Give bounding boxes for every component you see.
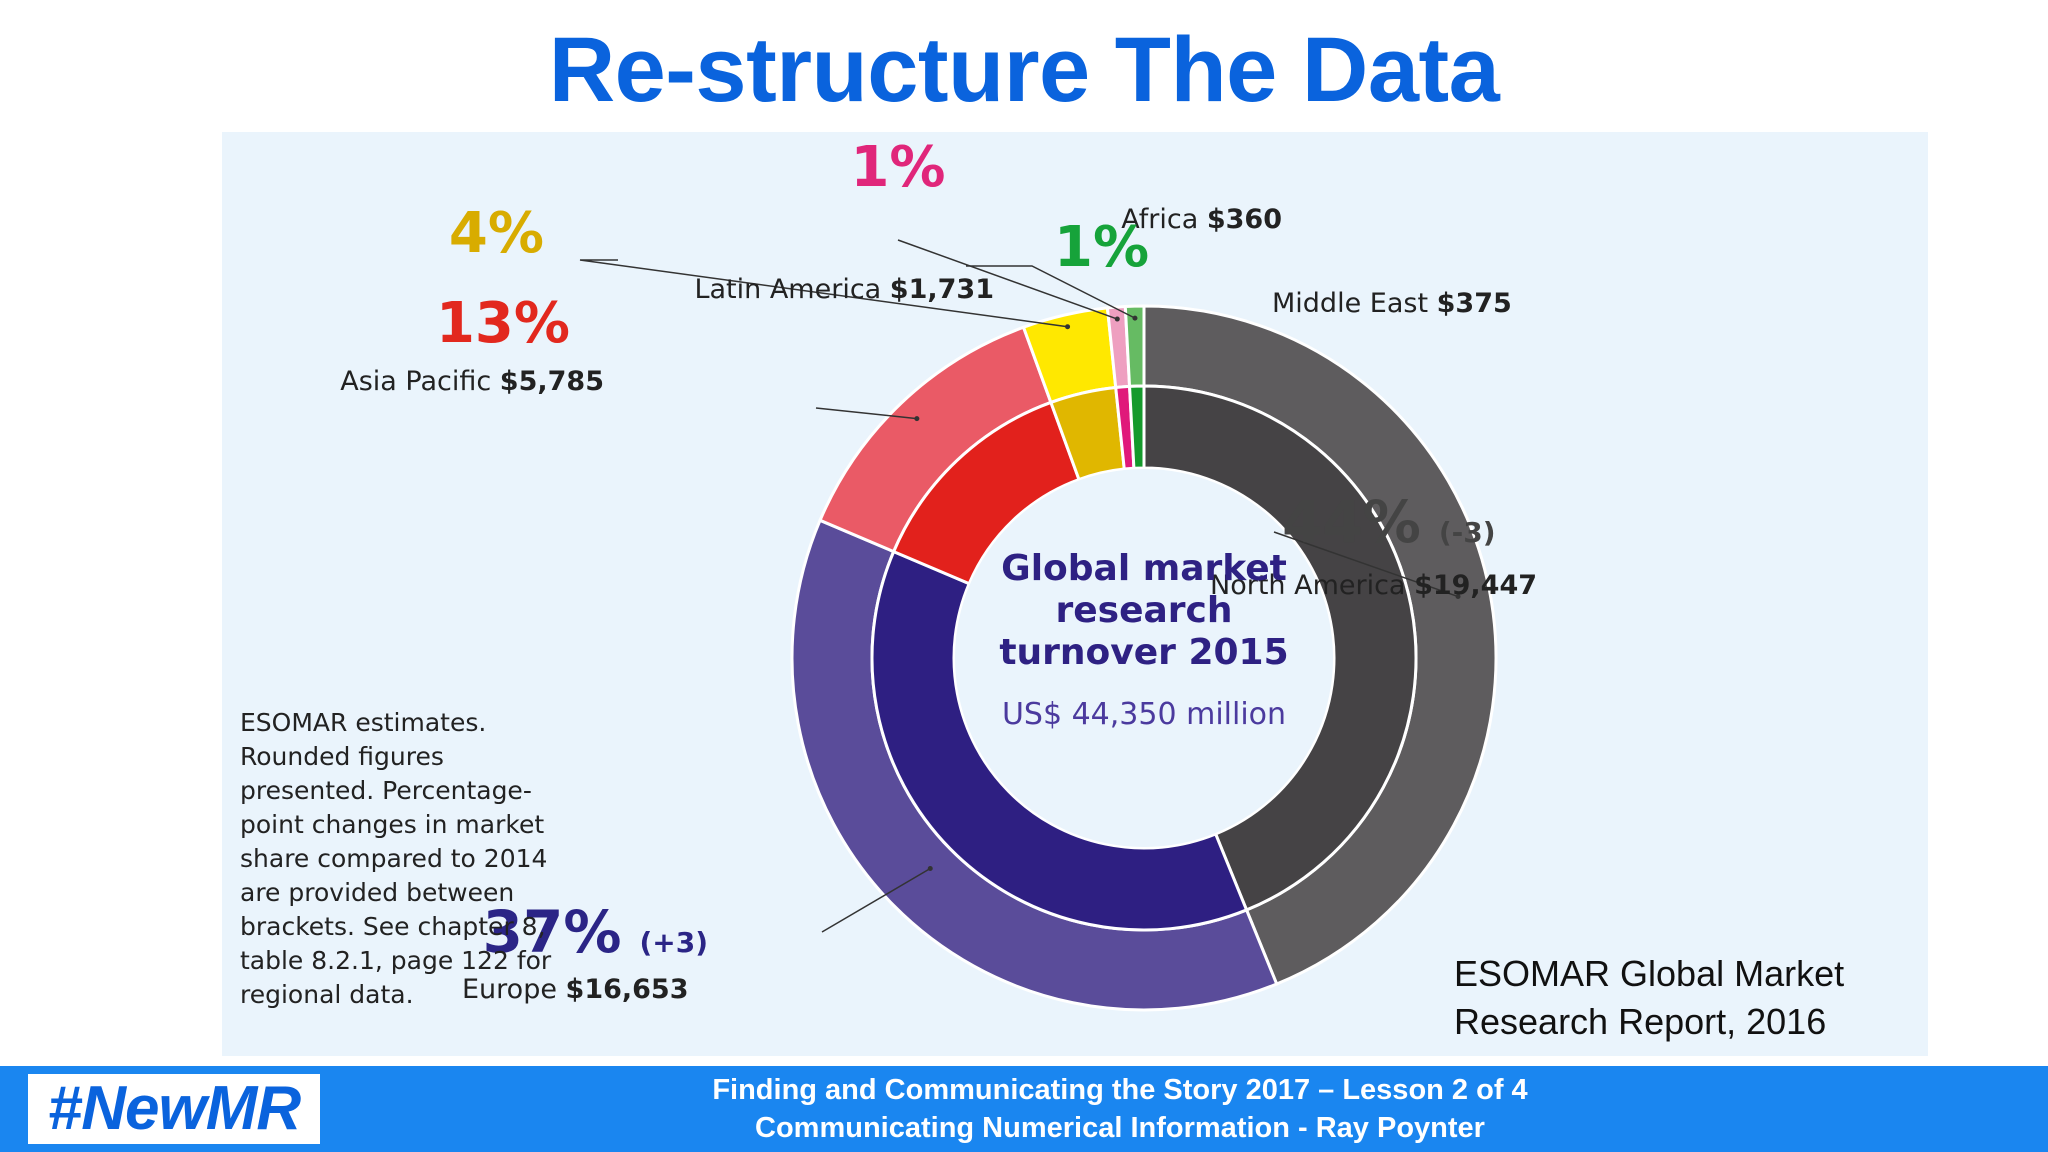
region-value-asia-pacific: $5,785 [500, 366, 604, 397]
inner-ring [870, 384, 1418, 932]
leader-line-europe [821, 867, 931, 933]
center-title-line-1: Global market [1001, 548, 1287, 589]
percent-value-latin-america: 4% [449, 201, 544, 266]
percent-label-africa: 1% [850, 135, 945, 200]
center-title-line-3: turnover 2015 [999, 632, 1288, 673]
leader-line-africa [897, 239, 1118, 320]
leader-dot-europe [927, 865, 933, 871]
slice-labels: 44% (-3) North America $19,447 37% (+3) Europ… [340, 135, 1537, 1005]
region-name-north-america: North America [1210, 570, 1414, 601]
region-label-africa: Africa $360 [1121, 204, 1282, 235]
share-change-north-america: (-3) [1439, 516, 1496, 549]
leader-dot-middle-east [1132, 315, 1138, 321]
leader-dot-latin-america [1065, 324, 1071, 330]
center-hole [955, 469, 1333, 847]
slide-title: Re-structure The Data [548, 19, 1500, 121]
region-name-middle-east: Middle East [1272, 288, 1437, 319]
percent-label-middle-east: 1% [1054, 215, 1149, 280]
share-change-europe: (+3) [639, 926, 708, 959]
leader-line-asia-pacific [815, 407, 917, 420]
region-value-north-america: $19,447 [1414, 570, 1537, 601]
region-name-latin-america: Latin America [694, 274, 889, 305]
donut-chart: 44% (-3) North America $19,447 37% (+3) Europ… [340, 135, 1537, 1012]
leader-line-middle-east [966, 265, 1136, 319]
percent-value-europe: 37% [483, 898, 622, 966]
region-label-asia-pacific: Asia Pacific $5,785 [340, 366, 604, 397]
region-value-europe: $16,653 [566, 974, 689, 1005]
slice-inner-middle-east [1127, 384, 1146, 470]
region-name-europe: Europe [462, 974, 566, 1005]
percent-label-latin-america: 4% [449, 201, 544, 266]
source-citation: ESOMAR Global Market Research Report, 20… [1454, 953, 1845, 1042]
leader-dot-africa [1114, 316, 1120, 322]
slice-inner-europe [870, 549, 1249, 932]
region-label-north-america: North America $19,447 [1210, 570, 1537, 601]
leader-lines [579, 239, 1461, 933]
center-title-line-2: research [1055, 590, 1232, 631]
newmr-logo: #NewMR [28, 1074, 320, 1144]
region-label-middle-east: Middle East $375 [1272, 288, 1512, 319]
region-label-latin-america: Latin America $1,731 [694, 274, 994, 305]
footer-lesson-line: Communicating Numerical Information - Ra… [755, 1112, 1485, 1144]
center-total-value: US$ 44,350 million [1002, 697, 1286, 732]
region-label-europe: Europe $16,653 [462, 974, 689, 1005]
percent-value-north-america: 44% [1282, 488, 1421, 556]
percent-label-asia-pacific: 13% [436, 291, 570, 356]
percent-value-asia-pacific: 13% [436, 291, 570, 356]
percent-value-middle-east: 1% [1054, 215, 1149, 280]
region-name-africa: Africa [1121, 204, 1207, 235]
percent-value-africa: 1% [850, 135, 945, 200]
leader-line-latin-america [579, 259, 1068, 328]
region-value-africa: $360 [1207, 204, 1282, 235]
slice-inner-north-america [1142, 384, 1418, 912]
footnote: ESOMAR estimates. Rounded figures presen… [240, 708, 552, 1009]
percent-label-north-america: 44% (-3) [1282, 488, 1496, 556]
percent-label-europe: 37% (+3) [483, 898, 708, 966]
region-name-asia-pacific: Asia Pacific [340, 366, 500, 397]
leader-dot-asia-pacific [914, 416, 920, 422]
footer-course-line: Finding and Communicating the Story 2017… [712, 1074, 1528, 1106]
footer-bar: #NewMR Finding and Communicating the Sto… [0, 1066, 2048, 1152]
leader-dot-north-america [1455, 594, 1461, 600]
region-value-middle-east: $375 [1437, 288, 1512, 319]
region-value-latin-america: $1,731 [890, 274, 994, 305]
leader-line-north-america [1273, 531, 1459, 598]
chart-panel: 44% (-3) North America $19,447 37% (+3) Europ… [222, 132, 1928, 1056]
